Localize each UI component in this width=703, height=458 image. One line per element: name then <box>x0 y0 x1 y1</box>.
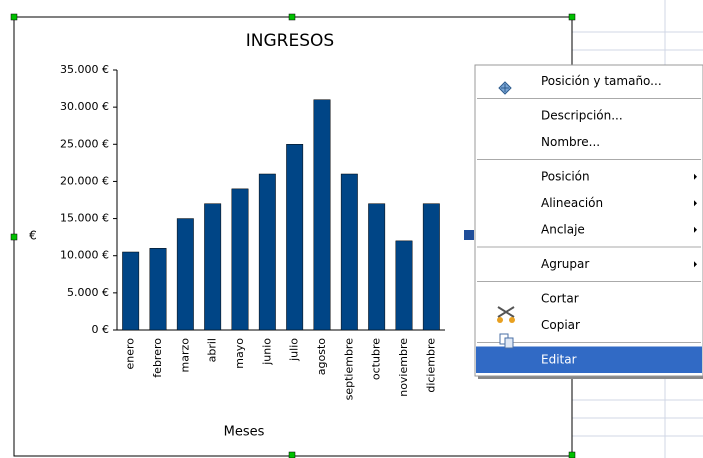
menu-item-label: Cortar <box>541 291 579 305</box>
x-tick-label: junio <box>260 338 273 366</box>
x-tick-label: abril <box>206 338 219 362</box>
handles <box>10 13 576 458</box>
menu-item[interactable] <box>476 217 702 244</box>
y-tick-label: 25.000 € <box>60 137 109 150</box>
y-tick-label: 0 € <box>92 323 110 336</box>
menu-item-label: Descripción... <box>541 108 623 122</box>
bar <box>258 173 276 331</box>
bar <box>395 240 413 331</box>
bar <box>313 99 331 331</box>
x-tick-label: noviembre <box>397 338 410 397</box>
x-axis-label: Meses <box>224 425 265 440</box>
y-tick-label: 15.000 € <box>60 212 109 225</box>
menu-item-label: Posición y tamaño... <box>541 74 662 88</box>
icon-scissors <box>497 306 515 318</box>
menu-item-label: Alineación <box>541 196 603 210</box>
bar <box>340 173 358 331</box>
x-tick-label: septiembre <box>342 338 355 401</box>
y-tick-label: 5.000 € <box>67 286 109 299</box>
y-tick-label: 10.000 € <box>60 249 109 262</box>
bar <box>422 203 440 331</box>
menu-item-label: Posición <box>541 169 590 183</box>
x-tick-label: diciembre <box>424 338 437 393</box>
submenu-arrow <box>694 226 697 233</box>
y-tick-label: 20.000 € <box>60 174 109 187</box>
menu-highlight <box>476 346 702 373</box>
menu-item-label: Editar <box>541 352 577 366</box>
bar <box>204 203 222 331</box>
plot: 0 € 5.000 € 10.000 € 15.000 € 20.000 € 25.000… <box>60 63 445 400</box>
submenu-arrow <box>694 261 697 268</box>
menu-background <box>474 64 703 377</box>
menu-item-label: Anclaje <box>541 222 585 236</box>
submenu-arrow <box>694 173 697 180</box>
bar <box>368 203 386 331</box>
icon-move <box>498 81 512 95</box>
menu-item-label: Copiar <box>541 318 580 332</box>
chart-title: INGRESOS <box>246 31 334 51</box>
submenu-arrow <box>694 200 697 207</box>
x-tick-label: julio <box>288 338 301 362</box>
bar <box>231 188 249 331</box>
x-tick-label: octubre <box>370 338 383 380</box>
bar <box>149 248 167 331</box>
x-tick-label: enero <box>124 338 137 370</box>
context-menu: Posición y tamaño... Descripción... Nombre… <box>474 64 703 379</box>
x-tick-label: agosto <box>315 338 328 375</box>
x-tick-label: mayo <box>233 338 246 369</box>
bar <box>176 218 194 331</box>
icon-copy <box>504 337 514 349</box>
bar <box>122 251 140 331</box>
x-tick-label: marzo <box>178 338 191 373</box>
icon-scissors-handle <box>497 317 503 323</box>
menu-item-label: Nombre... <box>541 135 600 149</box>
y-axis-label: € <box>29 229 37 243</box>
handle <box>464 230 474 240</box>
x-tick-label: febrero <box>151 338 164 378</box>
bar <box>286 144 304 331</box>
icon-scissors-handle <box>509 317 515 323</box>
menu-item[interactable] <box>476 312 702 339</box>
menu-item[interactable] <box>476 286 702 313</box>
menu-item[interactable] <box>476 347 702 374</box>
y-tick-label: 35.000 € <box>60 63 109 76</box>
y-tick-label: 30.000 € <box>60 100 109 113</box>
menu-item-label: Agrupar <box>541 257 589 271</box>
